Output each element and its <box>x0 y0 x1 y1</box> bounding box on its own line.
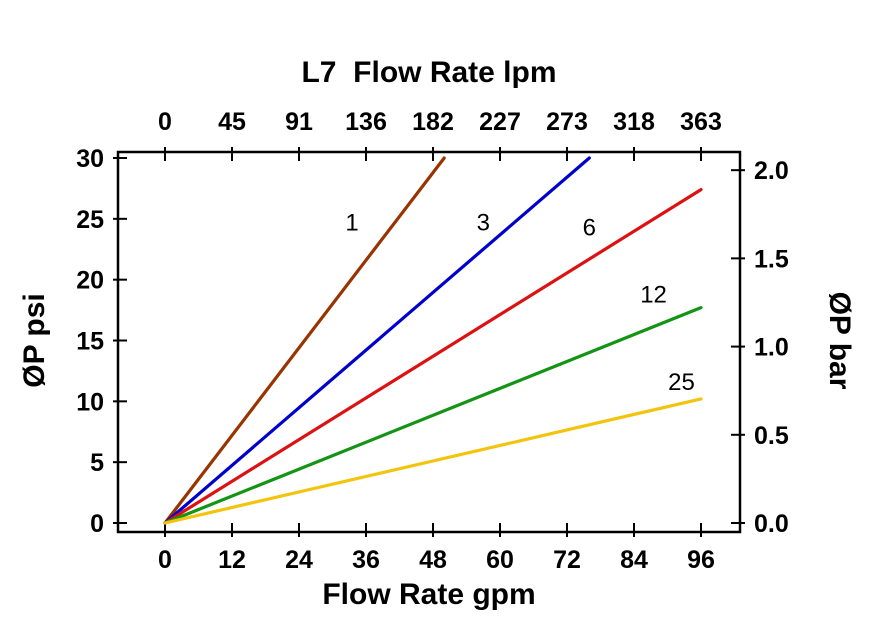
bottom-tick-label: 72 <box>553 546 581 574</box>
series-line-3 <box>163 156 591 525</box>
left-tick-label: 25 <box>76 206 104 234</box>
top-tick-label: 136 <box>345 108 387 136</box>
right-tick-label: 1.5 <box>754 245 789 273</box>
top-tick-label: 273 <box>546 108 588 136</box>
series-line-6 <box>163 188 703 525</box>
series-label-3: 3 <box>477 209 490 236</box>
right-tick-label: 1.0 <box>754 334 789 362</box>
top-axis-title: L7 Flow Rate lpm <box>301 56 556 89</box>
series-label-1: 1 <box>345 209 358 236</box>
left-axis-title: ØP psi <box>18 293 51 387</box>
top-tick-label: 0 <box>158 108 172 136</box>
bottom-axis-title: Flow Rate gpm <box>322 578 535 611</box>
right-axis-title: ØP bar <box>823 292 856 390</box>
series-label-12: 12 <box>640 281 667 308</box>
left-tick-label: 20 <box>76 267 104 295</box>
plot-frame <box>116 150 742 534</box>
series-label-25: 25 <box>668 369 695 396</box>
left-tick-label: 0 <box>90 510 104 538</box>
right-tick-label: 0.0 <box>754 510 789 538</box>
series-line-12 <box>163 306 703 525</box>
top-tick-label: 363 <box>680 108 722 136</box>
left-tick-label: 10 <box>76 388 104 416</box>
left-tick-label: 5 <box>90 449 104 477</box>
bottom-tick-label: 60 <box>486 546 514 574</box>
left-tick-label: 15 <box>76 328 104 356</box>
series-label-6: 6 <box>583 214 596 241</box>
bottom-tick-label: 12 <box>218 546 246 574</box>
left-tick-label: 30 <box>76 145 104 173</box>
bottom-tick-label: 96 <box>687 546 715 574</box>
right-tick-label: 0.5 <box>754 422 789 450</box>
top-tick-label: 318 <box>613 108 655 136</box>
right-tick-label: 2.0 <box>754 157 789 185</box>
bottom-tick-label: 24 <box>285 546 313 574</box>
bottom-tick-label: 36 <box>352 546 380 574</box>
bottom-tick-label: 0 <box>158 546 172 574</box>
top-tick-label: 182 <box>412 108 454 136</box>
bottom-tick-label: 48 <box>419 546 447 574</box>
series-line-25 <box>163 397 703 525</box>
top-tick-label: 91 <box>285 108 313 136</box>
top-tick-label: 45 <box>218 108 246 136</box>
bottom-tick-label: 84 <box>620 546 648 574</box>
series-line-1 <box>163 156 446 525</box>
top-tick-label: 227 <box>479 108 521 136</box>
